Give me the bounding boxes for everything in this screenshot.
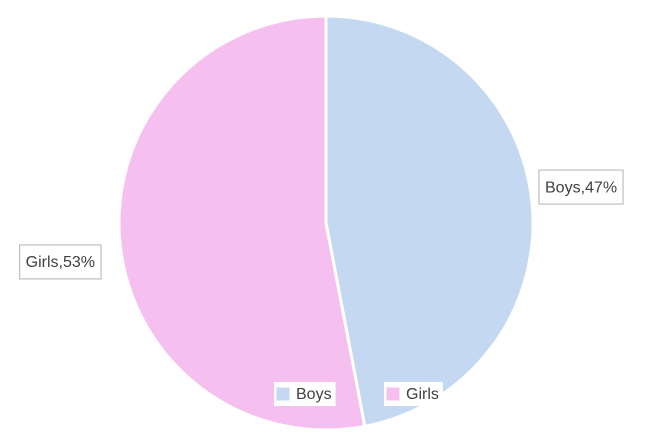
data-label-box-boys [538, 169, 624, 205]
data-label-boys: Boys,47% [538, 169, 624, 205]
legend-label-girls: Girls [406, 386, 439, 403]
legend-item-boys: Boys [274, 382, 336, 406]
data-label-text-boys: Boys,47% [545, 179, 617, 196]
legend-label-boys: Boys [296, 386, 332, 403]
chart-legend: Boys Girls [274, 382, 443, 406]
legend-item-girls: Girls [384, 382, 443, 406]
pie-slice-girls [117, 14, 367, 432]
data-label-box-girls [19, 244, 102, 280]
data-label-text-girls: Girls,53% [26, 254, 95, 271]
pie-slice-boys [324, 14, 535, 428]
legend-swatch-girls [385, 386, 401, 402]
pie-data-labels: Boys,47% Girls,53% [19, 169, 624, 280]
data-label-girls: Girls,53% [19, 244, 102, 280]
pie-slices [117, 14, 535, 432]
legend-swatch-boys [275, 386, 291, 402]
